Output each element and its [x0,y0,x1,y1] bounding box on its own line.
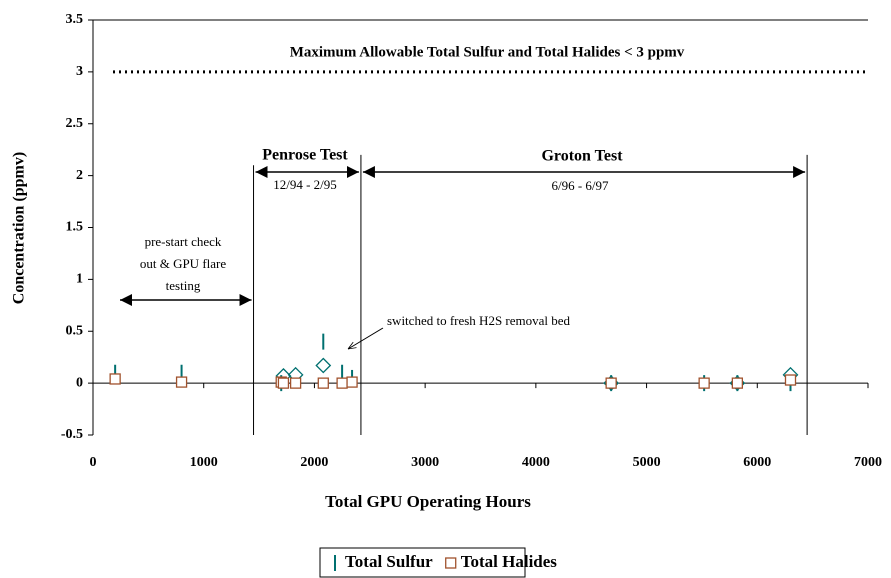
annotation: out & GPU flare [140,256,227,271]
x-tick-label: 6000 [743,455,771,470]
x-tick-label: 4000 [522,455,550,470]
marker [175,376,188,388]
marker [317,377,329,389]
marker [346,376,358,388]
y-tick-label: 2 [76,168,83,183]
x-tick-label: 2000 [300,455,328,470]
y-tick-label: 1 [76,272,83,287]
y-tick-label: 1.5 [66,220,84,235]
y-tick-label: 3 [76,64,83,79]
x-tick-label: 5000 [633,455,661,470]
annotation: Penrose Test [262,147,348,164]
marker [605,377,617,389]
y-tick-label: 0.5 [66,323,84,338]
marker [784,374,797,386]
y-tick-label: -0.5 [61,427,83,442]
annotation: 6/96 - 6/97 [551,178,609,193]
annotation: switched to fresh H2S removal bed [387,313,571,328]
threshold-label: Maximum Allowable Total Sulfur and Total… [290,44,685,60]
y-axis-label: Concentration (ppmv) [11,152,28,304]
annotation: Groton Test [541,148,623,165]
marker [731,377,744,389]
marker [698,377,710,389]
legend [319,547,526,578]
x-tick-label: 7000 [854,455,882,470]
annotation: testing [166,278,201,293]
x-axis-label: Total GPU Operating Hours [325,492,531,511]
x-tick-label: 1000 [190,455,218,470]
legend-label: Total Halides [461,552,558,571]
pointer [348,327,384,349]
legend-label: Total Sulfur [345,552,433,571]
marker [315,357,332,374]
annotation: pre-start check [145,234,222,249]
x-tick-label: 3000 [411,455,439,470]
y-tick-label: 0 [76,375,83,390]
annotation: 12/94 - 2/95 [273,177,337,192]
marker [336,377,348,389]
marker [445,557,457,569]
marker [109,373,121,385]
y-tick-label: 3.5 [66,12,84,27]
marker [289,377,302,389]
x-tick-label: 0 [90,455,97,470]
y-tick-label: 2.5 [66,116,84,131]
marker [277,377,290,389]
